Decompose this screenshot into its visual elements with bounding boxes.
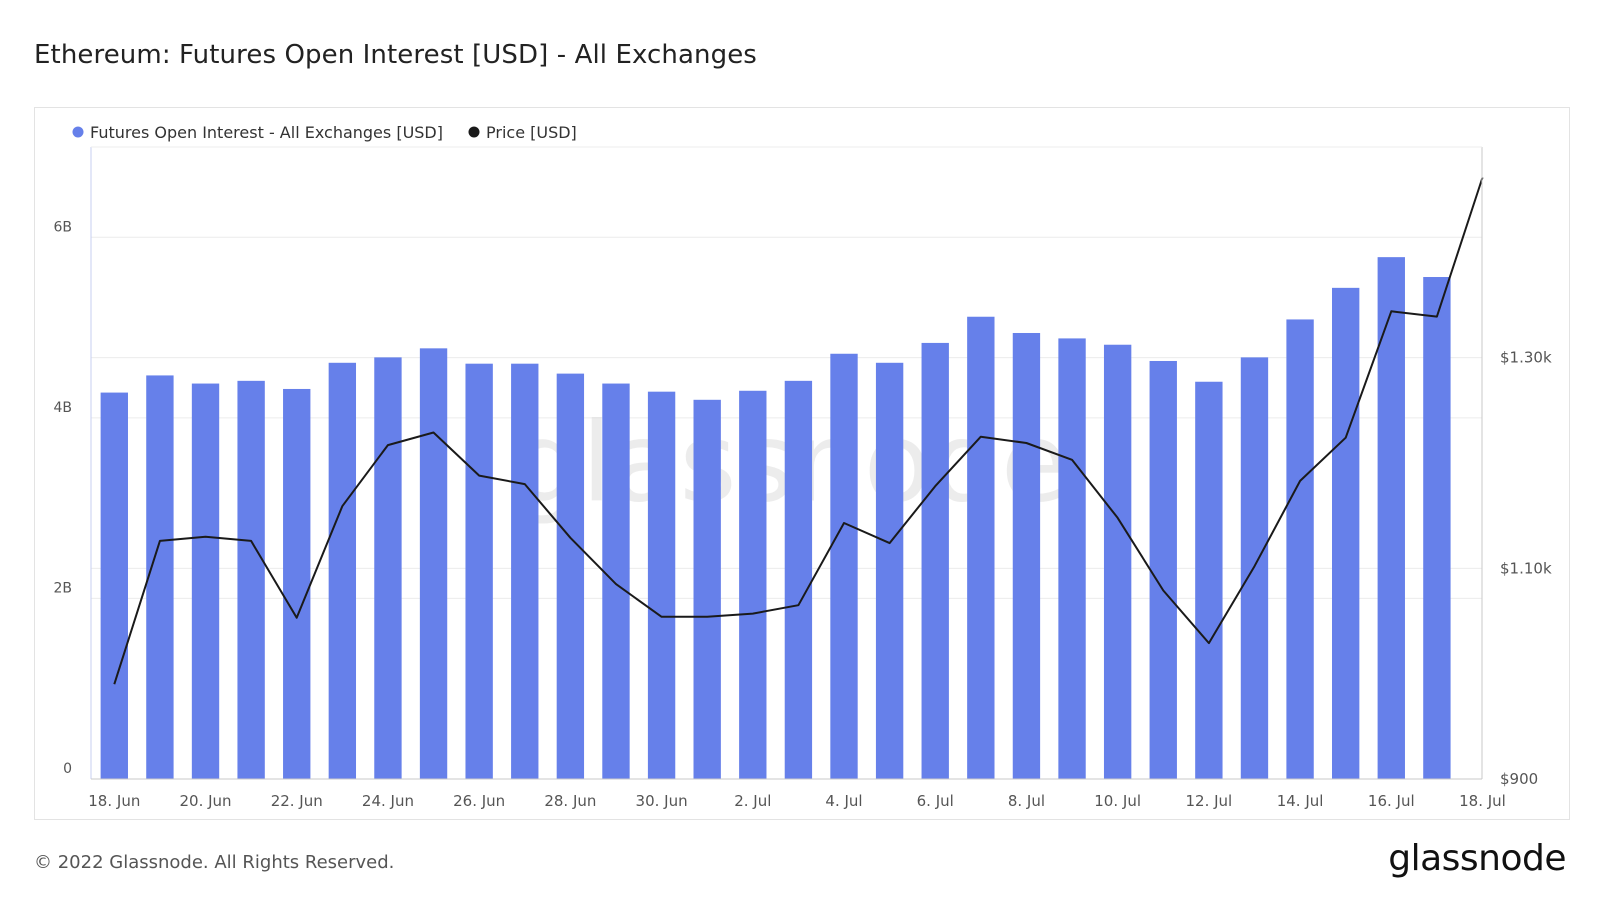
x-axis-tick-6: 30. Jun: [636, 792, 688, 810]
oi-bar-5[interactable]: [328, 362, 357, 779]
x-axis-tick-3: 24. Jun: [362, 792, 414, 810]
left-axis-tick-2: 4B: [53, 400, 72, 416]
oi-bar-29[interactable]: [1423, 277, 1451, 779]
right-axis-tick-2: $1.30k: [1500, 349, 1552, 367]
oi-bar-20[interactable]: [1012, 332, 1041, 779]
price-line[interactable]: [113, 177, 1484, 685]
oi-bar-2[interactable]: [191, 383, 220, 779]
legend-dot-0: [72, 126, 84, 138]
oi-bar-4[interactable]: [283, 388, 311, 779]
oi-bar-19[interactable]: [967, 316, 995, 779]
x-axis-tick-13: 14. Jul: [1277, 792, 1324, 810]
x-axis-tick-12: 12. Jul: [1185, 792, 1232, 810]
oi-bar-27[interactable]: [1331, 287, 1360, 779]
x-axis-tick-8: 4. Jul: [825, 792, 862, 810]
oi-bar-7[interactable]: [419, 348, 448, 779]
oi-bar-15[interactable]: [784, 380, 813, 779]
oi-bar-0[interactable]: [100, 392, 128, 779]
oi-bar-14[interactable]: [739, 390, 767, 779]
x-axis-tick-5: 28. Jun: [544, 792, 596, 810]
oi-bar-8[interactable]: [465, 363, 493, 779]
legend-item-1[interactable]: Price [USD]: [468, 123, 577, 142]
glassnode-logo[interactable]: glassnode: [1388, 838, 1566, 879]
oi-bar-22[interactable]: [1103, 344, 1132, 779]
oi-bar-21[interactable]: [1058, 338, 1086, 779]
oi-bar-11[interactable]: [602, 383, 630, 779]
x-axis-tick-1: 20. Jun: [179, 792, 231, 810]
oi-bar-1[interactable]: [146, 375, 174, 779]
price-line-series[interactable]: [113, 177, 1484, 685]
left-axis-tick-1: 2B: [53, 580, 72, 596]
legend-label-1: Price [USD]: [486, 123, 577, 142]
bar-series[interactable]: [100, 257, 1451, 779]
oi-bar-23[interactable]: [1149, 360, 1177, 779]
oi-bar-17[interactable]: [875, 362, 904, 779]
left-axis-tick-0: 0: [63, 761, 72, 777]
legend-dot-1: [468, 126, 480, 138]
oi-bar-12[interactable]: [647, 391, 676, 779]
right-axis-tick-1: $1.10k: [1500, 559, 1552, 577]
right-axis-tick-0: $900: [1500, 770, 1538, 788]
oi-bar-28[interactable]: [1377, 257, 1405, 779]
copyright-text: © 2022 Glassnode. All Rights Reserved.: [34, 852, 395, 873]
oi-bar-6[interactable]: [374, 357, 402, 779]
oi-bar-13[interactable]: [693, 399, 721, 779]
legend-item-0[interactable]: Futures Open Interest - All Exchanges [U…: [72, 123, 444, 142]
oi-bar-9[interactable]: [511, 363, 539, 779]
x-axis-tick-14: 16. Jul: [1368, 792, 1415, 810]
x-axis-tick-4: 26. Jun: [453, 792, 505, 810]
x-axis-tick-7: 2. Jul: [734, 792, 771, 810]
x-axis-tick-0: 18. Jun: [88, 792, 140, 810]
oi-bar-24[interactable]: [1195, 381, 1223, 779]
oi-bar-18[interactable]: [921, 342, 949, 779]
chart-title: Ethereum: Futures Open Interest [USD] - …: [34, 40, 757, 70]
axes: 0 2B 4B 6B $900 $1.10k $1.30k 18. Jun 20. Jun 22.…: [53, 146, 1552, 810]
x-axis-tick-9: 6. Jul: [917, 792, 954, 810]
oi-bar-3[interactable]: [237, 380, 265, 779]
left-axis-tick-3: 6B: [53, 219, 72, 235]
legend[interactable]: Futures Open Interest - All Exchanges [U…: [72, 123, 577, 142]
x-axis-tick-2: 22. Jun: [271, 792, 323, 810]
legend-label-0: Futures Open Interest - All Exchanges [U…: [90, 123, 443, 142]
oi-bar-26[interactable]: [1286, 319, 1314, 779]
oi-bar-16[interactable]: [830, 353, 858, 779]
x-axis-tick-15: 18. Jul: [1459, 792, 1506, 810]
x-axis-tick-11: 10. Jul: [1094, 792, 1141, 810]
x-axis-tick-10: 8. Jul: [1008, 792, 1045, 810]
oi-bar-10[interactable]: [556, 373, 585, 779]
chart-frame: [34, 107, 1570, 820]
